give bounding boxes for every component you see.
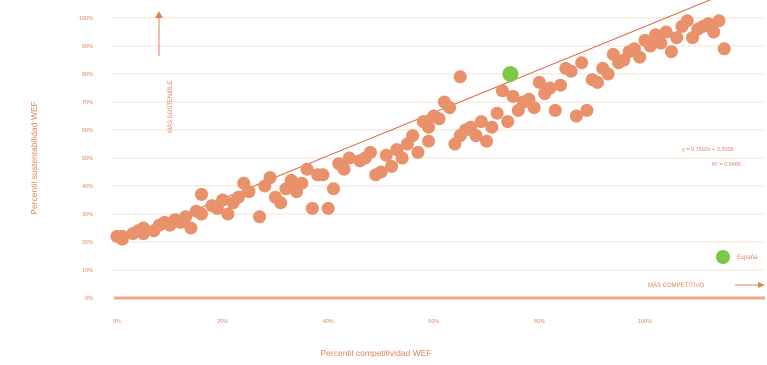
y-tick-label: 30% — [82, 212, 93, 218]
data-point — [321, 201, 335, 215]
x-arrow-label: MÁS COMPETITIVO — [648, 282, 704, 289]
x-tick-label: 80% — [534, 319, 545, 325]
data-point — [432, 112, 446, 126]
y-tick-label: 80% — [82, 72, 93, 78]
data-point — [136, 221, 150, 235]
x-axis-label: Percentil competitividad WEF — [320, 348, 431, 358]
data-point — [216, 193, 230, 207]
data-point — [580, 103, 594, 117]
y-arrow-label: MÁS SOSTENIBLE — [167, 81, 174, 133]
data-point — [707, 25, 721, 39]
x-arrow-head — [758, 282, 765, 288]
data-point — [717, 42, 731, 56]
data-point — [543, 81, 557, 95]
data-point — [406, 129, 420, 143]
legend-label-espana: España — [737, 255, 758, 261]
data-point — [643, 39, 657, 53]
data-point — [548, 103, 562, 117]
y-tick-label: 60% — [82, 128, 93, 134]
data-point — [263, 171, 277, 185]
data-point — [342, 151, 356, 165]
data-point — [194, 187, 208, 201]
data-point — [326, 182, 340, 196]
data-point — [480, 134, 494, 148]
annotations-layer: MÁS SOSTENIBLE MÁS COMPETITIVO y = 0,769… — [29, 11, 765, 358]
y-tick-label: 20% — [82, 240, 93, 246]
data-point — [179, 210, 193, 224]
data-point — [490, 106, 504, 120]
data-point — [231, 190, 245, 204]
data-point — [485, 120, 499, 134]
x-tick-label: 60% — [428, 319, 439, 325]
points-layer — [110, 14, 731, 246]
data-point — [659, 25, 673, 39]
data-point — [253, 210, 267, 224]
y-axis-label: Percentil sustentabilidad WEF — [29, 101, 39, 214]
data-point — [337, 162, 351, 176]
data-point — [453, 70, 467, 84]
grid-layer — [112, 17, 765, 271]
data-point — [712, 14, 726, 28]
data-point — [316, 168, 330, 182]
data-point — [680, 14, 694, 28]
data-point — [495, 84, 509, 98]
data-point — [385, 159, 399, 173]
data-point — [506, 89, 520, 103]
x-tick-label: 20% — [217, 319, 228, 325]
data-point — [554, 78, 568, 92]
data-point — [422, 120, 436, 134]
data-point — [284, 173, 298, 187]
x-tick-label: 100% — [638, 319, 652, 325]
data-point — [221, 207, 235, 221]
data-point — [564, 64, 578, 78]
data-point — [242, 185, 256, 199]
y-tick-label: 70% — [82, 100, 93, 106]
y-tick-label: 100% — [79, 16, 93, 22]
y-tick-label: 40% — [82, 184, 93, 190]
y-tick-label: 10% — [82, 268, 93, 274]
data-point — [411, 145, 425, 159]
data-point — [575, 56, 589, 70]
data-point — [670, 31, 684, 45]
data-point — [469, 129, 483, 143]
data-point-espana — [502, 66, 519, 82]
data-point — [374, 165, 388, 179]
trendline-equation: y = 0,7692x + 0,2005 — [682, 147, 734, 153]
y-tick-label: 0% — [85, 296, 93, 302]
y-tick-label: 90% — [82, 44, 93, 50]
data-point — [443, 101, 457, 115]
axis-layer: 0% 10% 20% 30% 40% 50% 60% 70% 80% 90% 100% 0% 20% 40… — [79, 16, 765, 325]
x-tick-label: 0% — [113, 319, 121, 325]
trendline-r-squared: R² = 0,9485 — [712, 162, 741, 168]
data-point — [532, 75, 546, 89]
data-point — [295, 176, 309, 190]
data-point — [474, 115, 488, 129]
data-point — [633, 50, 647, 64]
data-point — [274, 196, 288, 210]
data-point — [601, 67, 615, 81]
data-point — [115, 229, 129, 243]
data-point — [184, 221, 198, 235]
data-point — [527, 101, 541, 115]
y-arrow-head — [155, 11, 163, 18]
data-point — [569, 109, 583, 123]
x-tick-label: 40% — [323, 319, 334, 325]
legend-marker-espana — [716, 250, 730, 264]
data-point — [664, 45, 678, 59]
data-point — [654, 36, 668, 50]
data-point — [422, 134, 436, 148]
data-point — [300, 162, 314, 176]
data-point — [379, 148, 393, 162]
data-point — [501, 115, 515, 129]
data-point — [194, 207, 208, 221]
data-point — [363, 145, 377, 159]
y-tick-label: 50% — [82, 156, 93, 162]
data-point — [305, 201, 319, 215]
data-point — [590, 75, 604, 89]
data-point — [395, 151, 409, 165]
